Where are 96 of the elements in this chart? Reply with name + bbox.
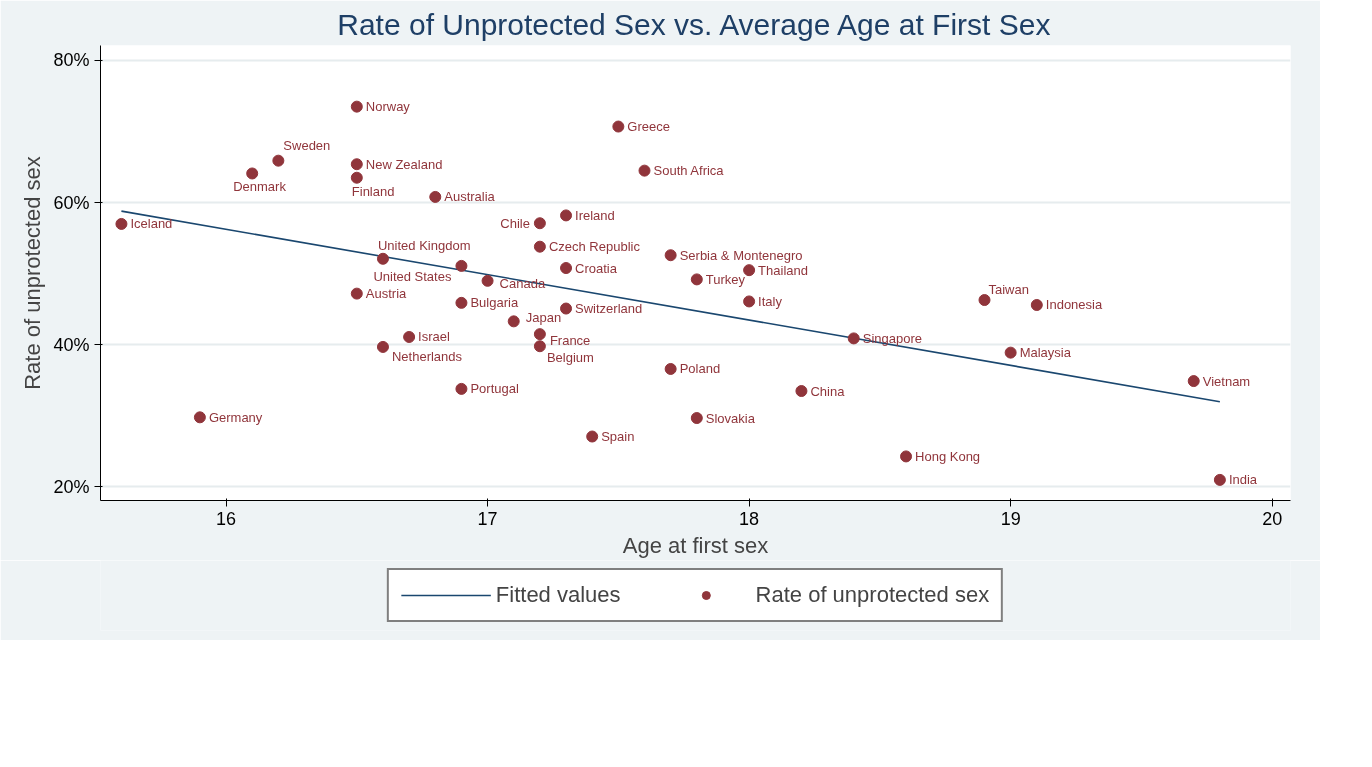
annotation: Denmark bbox=[233, 178, 287, 194]
annotation: Netherlands bbox=[391, 349, 463, 365]
point bbox=[638, 164, 651, 177]
annotation: Poland bbox=[679, 361, 721, 377]
annotation: United States bbox=[373, 269, 452, 285]
point bbox=[900, 450, 913, 463]
x-tick-label: 19 bbox=[1000, 508, 1021, 529]
point bbox=[376, 252, 389, 265]
annotation: Canada bbox=[499, 276, 546, 292]
annotation: Germany bbox=[208, 409, 263, 425]
annotation: Vietnam bbox=[1202, 373, 1251, 389]
point bbox=[429, 190, 442, 203]
point bbox=[847, 332, 860, 345]
annotation: Iceland bbox=[130, 216, 173, 232]
point bbox=[664, 362, 677, 375]
x-axis-title: Age at first sex bbox=[622, 532, 769, 558]
point bbox=[350, 100, 363, 113]
point bbox=[690, 412, 703, 425]
annotation: Serbia & Montenegro bbox=[679, 247, 803, 263]
annotation: Turkey bbox=[705, 271, 746, 287]
point bbox=[586, 430, 599, 443]
annotation: Switzerland bbox=[575, 301, 643, 317]
point bbox=[1030, 299, 1043, 311]
chart-title: Rate of Unprotected Sex vs. Average Age at First Sex bbox=[337, 7, 1051, 41]
annotation: Czech Republic bbox=[548, 239, 641, 255]
point bbox=[350, 287, 363, 300]
point bbox=[193, 411, 206, 424]
annotation: South Africa bbox=[653, 163, 725, 179]
point bbox=[272, 154, 285, 167]
annotation: Singapore bbox=[862, 330, 923, 346]
x-tick-label: 17 bbox=[477, 508, 498, 529]
annotation: Italy bbox=[758, 293, 783, 309]
point bbox=[481, 274, 494, 287]
point bbox=[560, 209, 573, 222]
point bbox=[533, 217, 546, 230]
annotation: Japan bbox=[525, 309, 562, 325]
annotation: Belgium bbox=[546, 349, 594, 365]
point bbox=[795, 385, 808, 397]
annotation: Indonesia bbox=[1045, 297, 1103, 313]
annotation: Australia bbox=[444, 189, 496, 205]
point bbox=[507, 315, 520, 328]
point bbox=[1004, 346, 1017, 359]
annotation: Taiwan bbox=[988, 281, 1029, 297]
annotation: India bbox=[1228, 472, 1258, 488]
annotation: Portugal bbox=[470, 381, 519, 397]
point bbox=[246, 167, 259, 180]
point bbox=[612, 120, 625, 133]
point bbox=[560, 262, 573, 275]
annotation: China bbox=[810, 383, 846, 399]
y-axis-title: Rate of unprotected sex bbox=[20, 156, 46, 390]
annotation: Bulgaria bbox=[470, 295, 519, 311]
point bbox=[455, 382, 468, 395]
point bbox=[376, 340, 389, 353]
point bbox=[455, 296, 468, 309]
x-tick-label: 18 bbox=[739, 508, 760, 529]
point bbox=[403, 331, 416, 343]
y-tick-label: 80% bbox=[53, 50, 90, 71]
x-tick-label: 16 bbox=[216, 508, 237, 529]
annotation: Slovakia bbox=[705, 410, 756, 426]
point bbox=[350, 158, 363, 171]
point bbox=[533, 340, 546, 353]
legend-label: Fitted values bbox=[495, 582, 621, 608]
annotation: Finland bbox=[351, 184, 395, 200]
y-tick-label: 40% bbox=[53, 334, 90, 355]
annotation: Croatia bbox=[575, 260, 618, 276]
annotation: Greece bbox=[627, 119, 670, 135]
annotation: Hong Kong bbox=[915, 448, 981, 464]
point bbox=[1213, 473, 1226, 486]
annotation: Malaysia bbox=[1019, 345, 1072, 361]
legend-label: Rate of unprotected sex bbox=[755, 582, 990, 608]
point bbox=[350, 171, 363, 184]
annotation: Ireland bbox=[575, 207, 615, 223]
point bbox=[533, 328, 546, 341]
point bbox=[1187, 375, 1200, 388]
annotation: Norway bbox=[365, 99, 411, 115]
point bbox=[115, 217, 128, 230]
annotation: Spain bbox=[601, 429, 635, 445]
annotation: Thailand bbox=[758, 262, 808, 278]
point bbox=[455, 259, 468, 272]
annotation: Sweden bbox=[283, 138, 331, 154]
annotation: Israel bbox=[418, 329, 451, 345]
point bbox=[690, 273, 703, 286]
y-tick-label: 60% bbox=[53, 192, 90, 213]
point bbox=[978, 294, 991, 306]
annotation: United Kingdom bbox=[377, 238, 471, 254]
annotation: Chile bbox=[500, 215, 530, 231]
x-tick-label: 20 bbox=[1262, 508, 1283, 529]
point bbox=[533, 240, 546, 253]
y-tick-label: 20% bbox=[53, 476, 90, 497]
point bbox=[560, 302, 573, 315]
annotation: New Zealand bbox=[365, 156, 443, 172]
point bbox=[743, 295, 756, 308]
annotation: France bbox=[549, 332, 591, 348]
point bbox=[664, 249, 677, 262]
point bbox=[743, 264, 756, 277]
annotation: Austria bbox=[365, 286, 408, 302]
